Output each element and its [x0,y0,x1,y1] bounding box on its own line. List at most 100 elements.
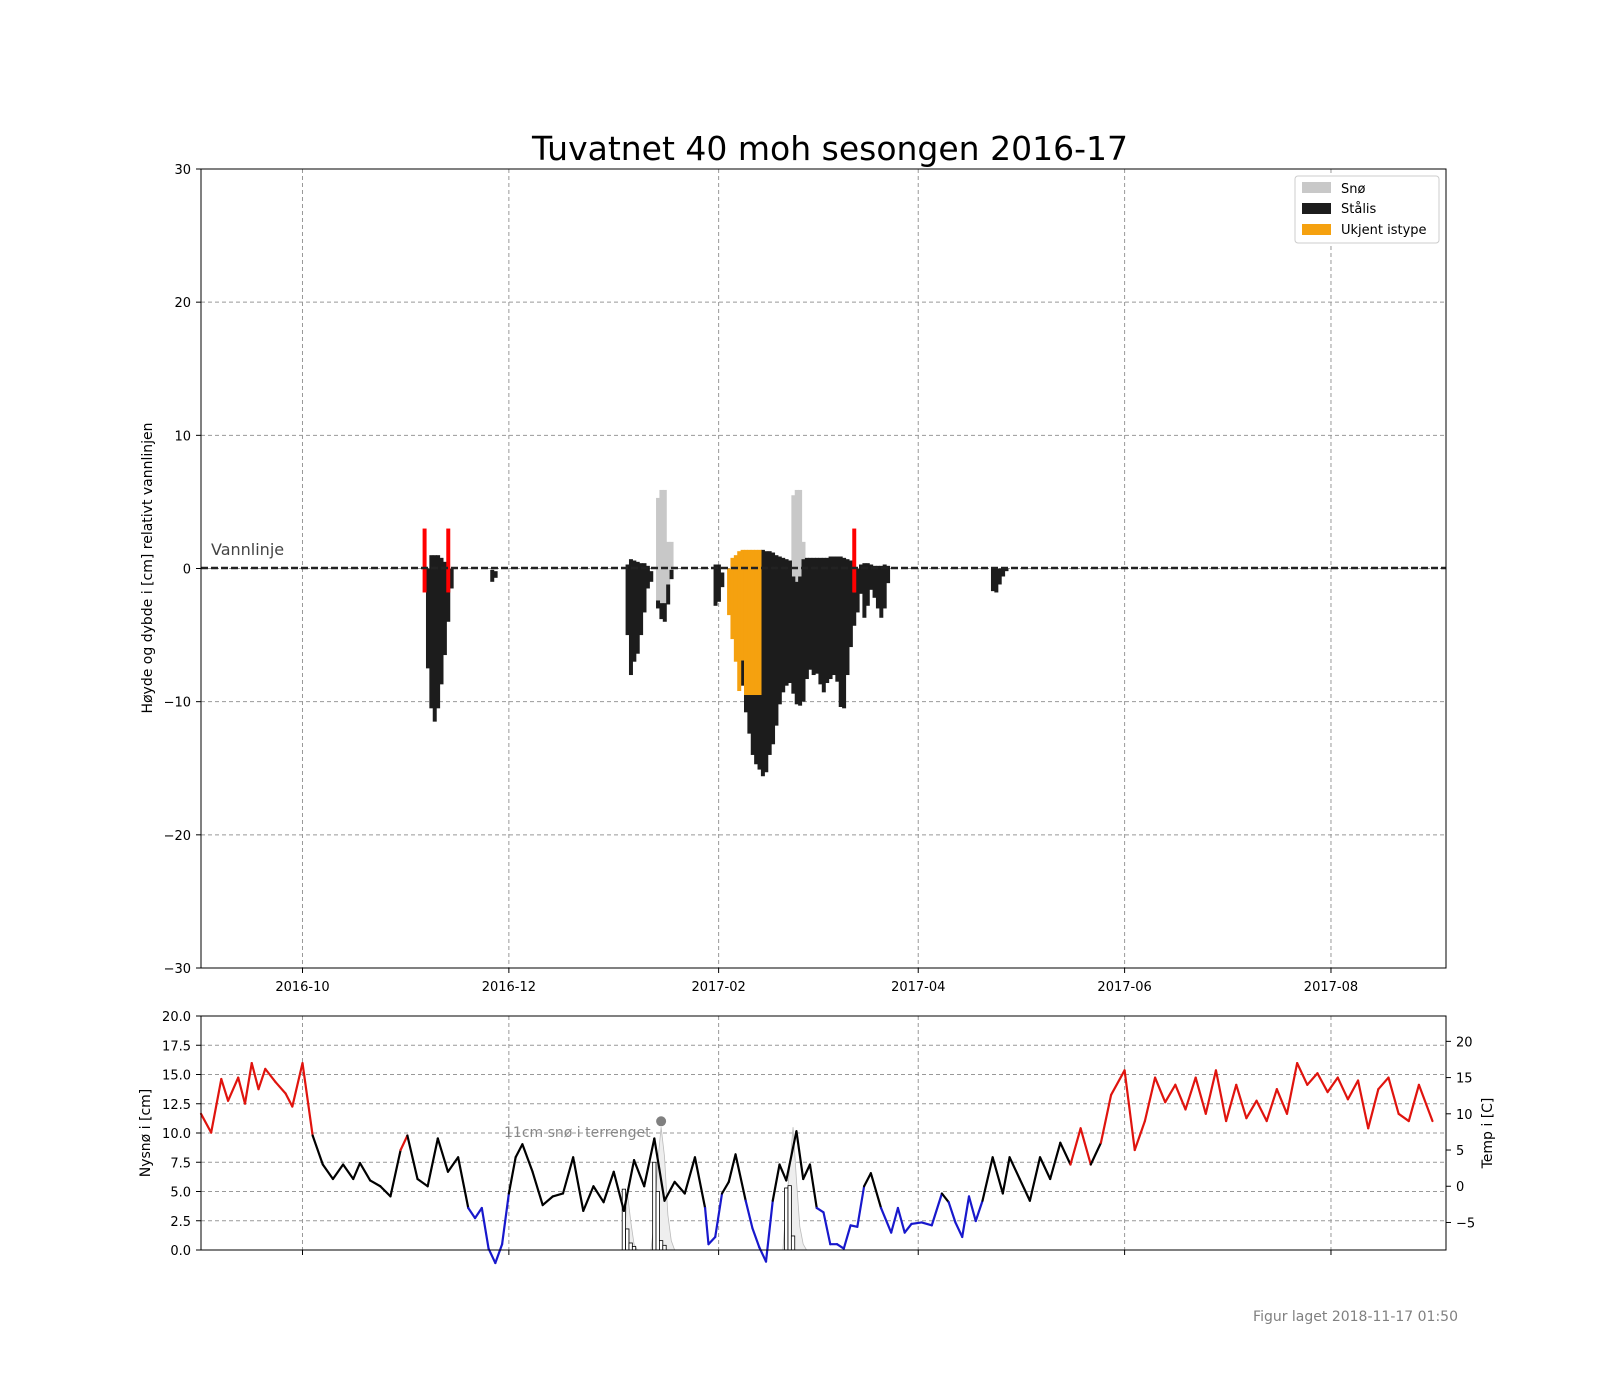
temperature-segment [1164,1083,1177,1104]
unknown-ice-bar [737,551,742,692]
temperature-segment [284,1092,294,1108]
bottom-right-y-tick-label: −5 [1456,1216,1475,1231]
temperature-segment [220,1077,230,1102]
ice-bar [669,569,674,580]
ice-bar [997,568,1002,585]
bottom-y-tick-label: 2.5 [170,1215,191,1230]
new-snow-bar [655,1191,660,1251]
temperature-segment [961,1195,971,1239]
new-snow-bar [659,1240,664,1251]
snow-bar [656,497,661,601]
temperature-segment [663,1180,676,1202]
temperature-segment [862,1172,872,1188]
temperature-segment [683,1156,697,1195]
temperature-segment [1224,1083,1238,1123]
temperature-segment [920,1221,933,1227]
temperature-segment [703,1206,710,1246]
waterline-label: Vannlinje [211,540,284,559]
temperature-segment [1377,1076,1390,1091]
ice-bar [713,564,718,606]
bottom-gridlines [201,1016,1446,1250]
temperature-segment [1387,1076,1400,1115]
slush-bar [422,528,427,593]
ice-bar [757,695,762,770]
bottom-y-tick-label: 20.0 [162,1010,191,1025]
ice-bar [442,561,447,656]
new-snow-bar [662,1244,667,1251]
snow-annotation: 11cm snø i terrenget [504,1116,667,1141]
top-x-tick-label: 2017-02 [691,980,745,995]
temperature-segment [643,1137,656,1188]
temperature-segment [720,1180,730,1195]
temperature-segment [1008,1156,1021,1181]
ice-bar [875,565,880,609]
top-x-tick-label: 2017-08 [1304,980,1358,995]
top-y-tick-label: 0 [183,563,191,578]
temperature-segment [358,1161,372,1182]
temperature-segment [612,1170,625,1212]
ice-bar [645,565,650,589]
temperature-segment [1109,1069,1126,1097]
top-y-tick-label: 30 [174,163,191,178]
ice-bar [791,576,796,694]
temperature-segment [1204,1069,1218,1115]
ice-bar [886,565,891,584]
ice-bar [429,555,434,709]
ice-bar [821,557,826,693]
ice-bar [825,557,830,684]
temperature-segment [274,1080,287,1095]
temperature-segment [301,1061,314,1137]
bottom-right-y-tick-label: 20 [1456,1035,1473,1050]
temperature-segment [808,1163,818,1210]
ice-bar [784,559,789,686]
temperature-segment [1245,1099,1258,1120]
snow-bar [801,541,806,560]
new-snow-bar [790,1235,796,1251]
ice-bar [1004,568,1009,572]
temperature-segment [507,1156,517,1195]
top-y-tick-label: −30 [164,962,191,977]
temperature-segment [501,1192,510,1246]
temperature-segment [487,1247,497,1265]
temperature-segment [910,1221,923,1226]
slush-bar [446,528,451,593]
temperature-segment [1265,1088,1278,1123]
ice-bar [862,563,867,618]
ice-bar [754,695,759,765]
temperature-segment [967,1195,977,1223]
temperature-segment [653,1137,666,1202]
temperature-segment [1285,1061,1299,1115]
temperature-segment [1194,1076,1207,1115]
ice-bar [446,568,451,622]
temperature-segment [551,1192,565,1198]
top-x-tick-label: 2017-04 [891,980,945,995]
ice-bar [659,603,664,620]
ice-bar [869,564,874,590]
temperature-segment [744,1199,754,1230]
ice-bars [425,549,1009,777]
temperature-segment [1275,1088,1289,1115]
temperature-segment [561,1156,575,1195]
top-y-tick-label: −10 [164,696,191,711]
temperature-segment [1346,1079,1360,1101]
snow-bar [798,489,803,577]
temperature-segment [1123,1069,1136,1152]
slush-bar [852,528,857,593]
ice-bar [625,564,630,636]
ice-bar [990,568,995,592]
ice-bar [439,557,444,685]
top-y-axis-label: Høyde og dybde i [cm] relativt vannlinje… [140,422,156,713]
legend-swatch-ice [1302,203,1331,214]
temperature-segment [1089,1141,1103,1166]
ice-bar [794,581,799,705]
snow-bar [669,541,674,570]
unknown-ice-bar [730,557,735,640]
bottom-y-axis-right: −5 0 5 10 15 20 [1446,1035,1475,1231]
ice-bar [493,571,498,578]
temperature-segment [869,1172,883,1210]
temperature-segment [416,1177,429,1188]
temperature-segment [264,1067,277,1084]
temperature-segment [991,1156,1004,1195]
temperature-segment [947,1201,957,1224]
